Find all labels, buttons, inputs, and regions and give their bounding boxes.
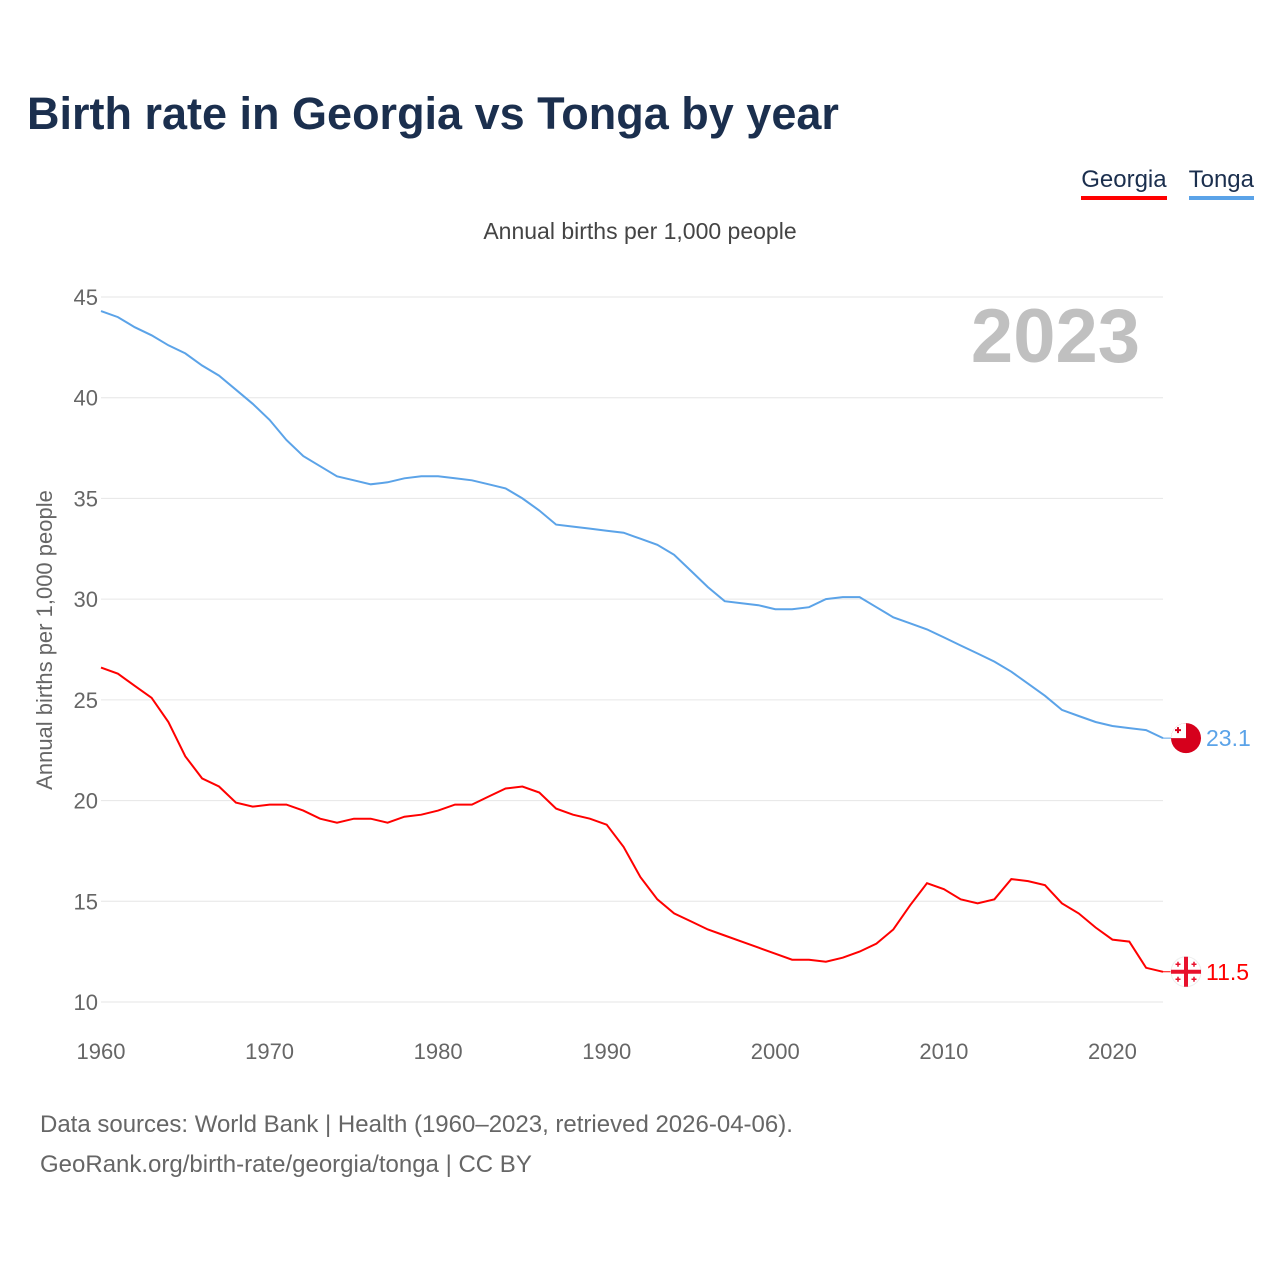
y-tick-label: 35	[74, 486, 98, 511]
source-link[interactable]: GeoRank.org/birth-rate/georgia/tonga | C…	[40, 1151, 532, 1178]
tonga-flag-icon	[1171, 723, 1201, 754]
georgia-flag-icon	[1170, 956, 1202, 988]
y-tick-label: 45	[74, 285, 98, 310]
y-tick-label: 30	[74, 587, 98, 612]
x-tick-label: 1970	[245, 1039, 294, 1064]
source-note: Data sources: World Bank | Health (1960–…	[40, 1111, 793, 1138]
y-tick-label: 20	[74, 789, 98, 814]
x-tick-label: 1980	[414, 1039, 463, 1064]
end-value-label: 23.1	[1206, 725, 1251, 751]
footer: Data sources: World Bank | Health (1960–…	[40, 1105, 793, 1185]
series-line-tonga	[100, 310, 1164, 740]
chart-subtitle: Annual births per 1,000 people	[483, 218, 797, 244]
year-watermark: 2023	[971, 294, 1140, 379]
x-tick-label: 1960	[77, 1039, 126, 1064]
y-tick-label: 25	[74, 688, 98, 713]
y-tick-label: 15	[74, 889, 98, 914]
end-value-label: 11.5	[1206, 959, 1249, 985]
x-tick-label: 1990	[582, 1039, 631, 1064]
x-tick-label: 2010	[919, 1039, 968, 1064]
legend: Georgia Tonga	[1081, 166, 1254, 200]
chart-title: Birth rate in Georgia vs Tonga by year	[27, 88, 839, 139]
legend-georgia[interactable]: Georgia	[1081, 166, 1167, 200]
series-line-georgia	[100, 666, 1164, 973]
x-tick-label: 2020	[1088, 1039, 1137, 1064]
legend-tonga[interactable]: Tonga	[1188, 166, 1254, 200]
y-tick-label: 10	[74, 990, 98, 1015]
line-chart: 10 15 20 25 30 35 40 45 1960 1970 1980 1990 2000 2010…	[32, 285, 1251, 1064]
x-tick-label: 2000	[751, 1039, 800, 1064]
y-tick-label: 40	[74, 386, 98, 411]
y-axis-label: Annual births per 1,000 people	[32, 490, 57, 790]
